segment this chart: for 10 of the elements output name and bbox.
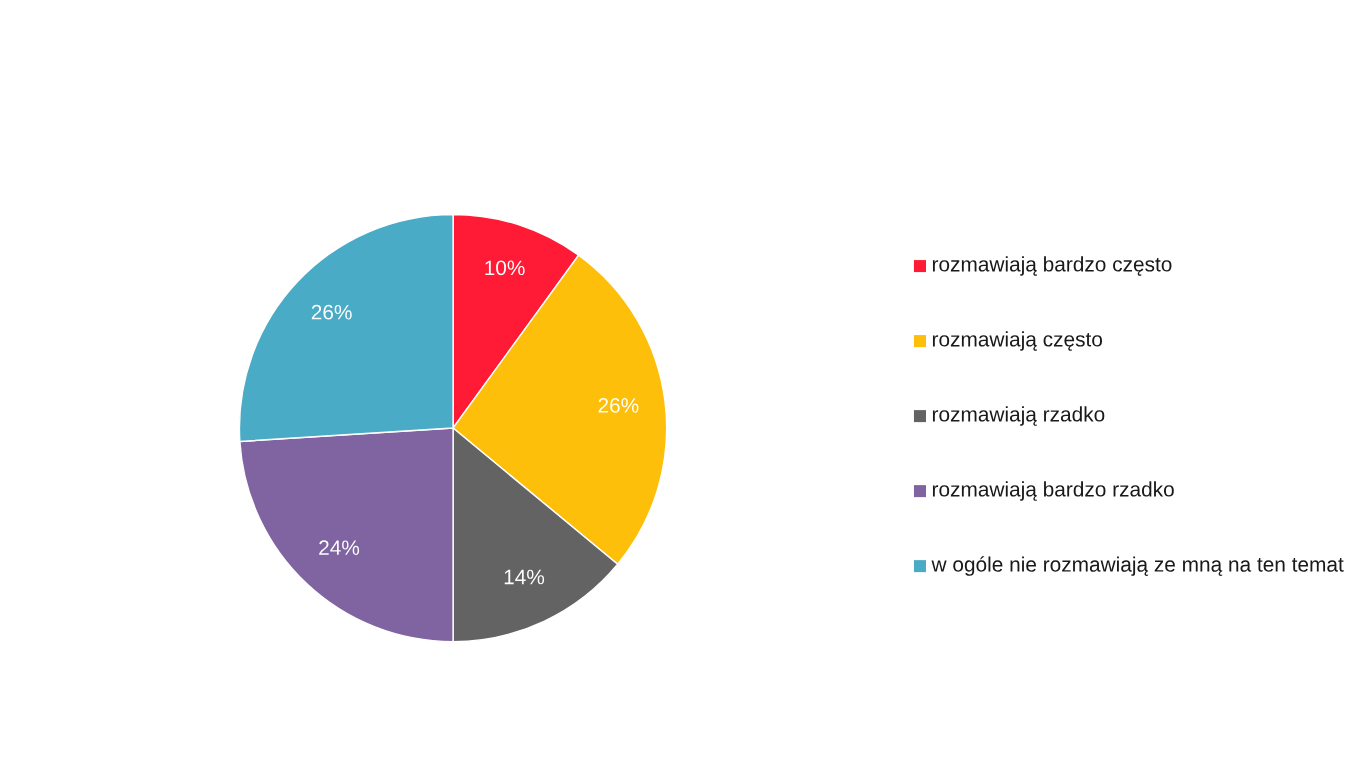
legend-label: rozmawiają bardzo często [932,256,1172,276]
legend-label: rozmawiają bardzo rzadko [932,481,1174,501]
legend-label: rozmawiają często [932,331,1103,351]
data-label: 24% [319,540,360,555]
legend-label: rozmawiają rzadko [932,406,1105,426]
data-label: 26% [311,304,352,320]
data-label: 26% [598,397,639,413]
data-label: 14% [504,569,545,585]
data-label: 10% [485,260,525,276]
legend-label: w ogóle nie rozmawiają ze mną na ten temat [931,556,1344,576]
